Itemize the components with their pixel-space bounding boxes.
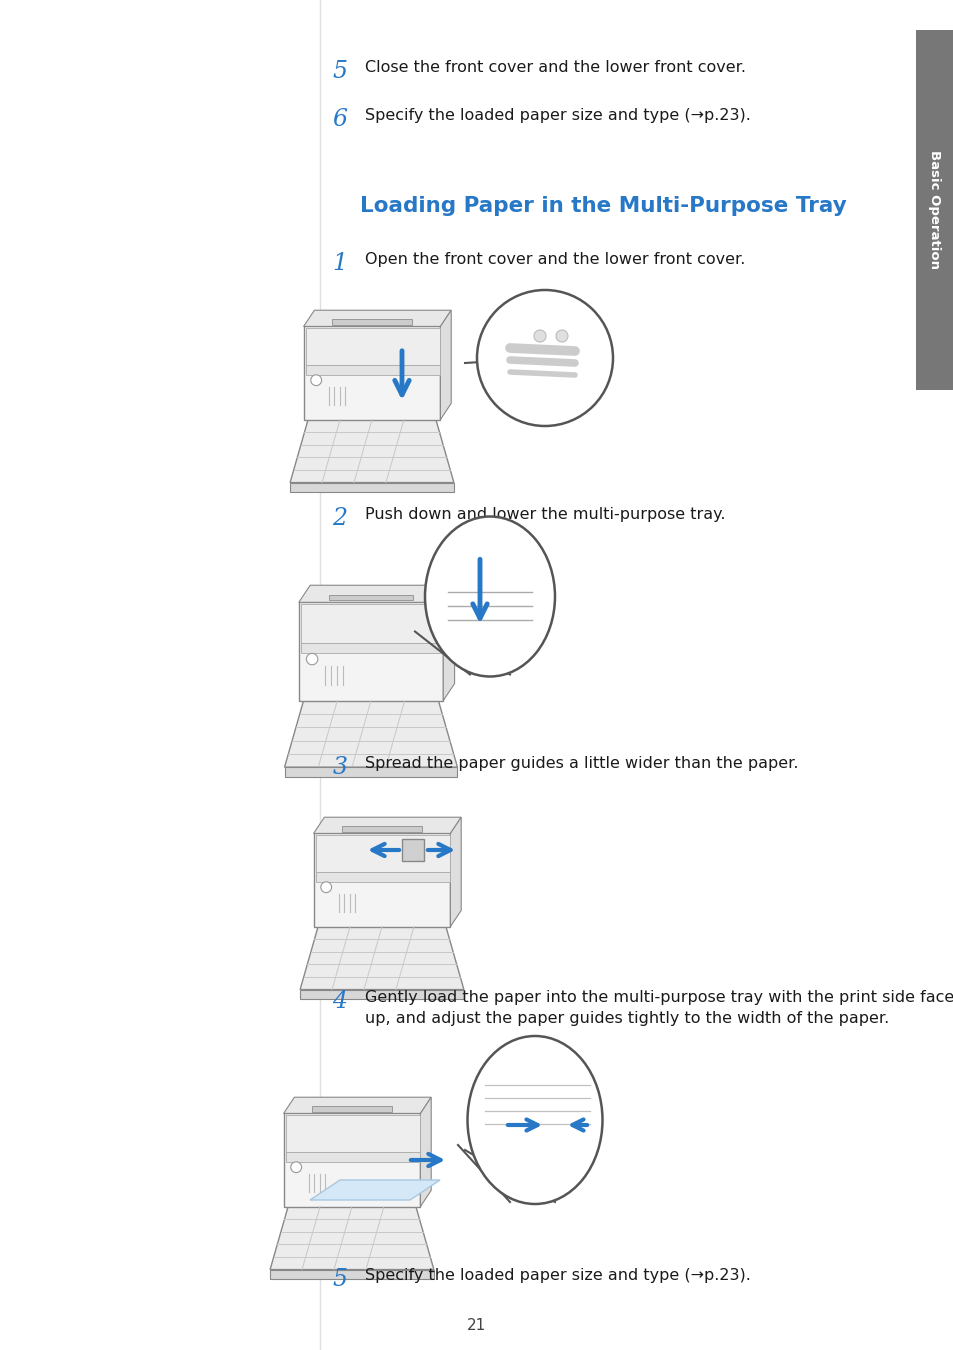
Bar (315, 872, 450, 882)
Text: 6: 6 (333, 108, 347, 131)
Circle shape (306, 653, 317, 664)
Text: Loading Paper in the Multi-Purpose Tray: Loading Paper in the Multi-Purpose Tray (359, 196, 846, 216)
Text: 4: 4 (333, 990, 347, 1012)
Polygon shape (303, 310, 451, 327)
Polygon shape (290, 482, 454, 491)
Text: Specify the loaded paper size and type (→p.23).: Specify the loaded paper size and type (… (365, 1268, 750, 1282)
Polygon shape (284, 767, 457, 776)
Text: Spread the paper guides a little wider than the paper.: Spread the paper guides a little wider t… (365, 756, 798, 771)
Bar (300, 643, 443, 653)
Circle shape (320, 882, 332, 892)
Polygon shape (270, 1269, 434, 1278)
Circle shape (534, 329, 545, 342)
Text: Basic Operation: Basic Operation (927, 150, 941, 270)
Polygon shape (450, 817, 460, 926)
Polygon shape (443, 586, 455, 701)
Text: Close the front cover and the lower front cover.: Close the front cover and the lower fron… (365, 59, 745, 76)
Polygon shape (314, 817, 460, 833)
Ellipse shape (424, 517, 555, 676)
Bar (305, 328, 440, 365)
Text: 21: 21 (467, 1318, 486, 1332)
Polygon shape (284, 701, 457, 767)
Bar (312, 1106, 391, 1111)
Bar (401, 838, 423, 861)
Text: Specify the loaded paper size and type (→p.23).: Specify the loaded paper size and type (… (365, 108, 750, 123)
Circle shape (556, 329, 567, 342)
Polygon shape (314, 833, 450, 926)
Polygon shape (283, 1098, 431, 1114)
Polygon shape (420, 1098, 431, 1207)
Text: 5: 5 (333, 59, 347, 82)
Polygon shape (298, 602, 443, 701)
Text: 3: 3 (333, 756, 347, 779)
Bar (315, 836, 450, 872)
Text: Open the front cover and the lower front cover.: Open the front cover and the lower front… (365, 252, 744, 267)
Bar (285, 1115, 420, 1152)
Bar (915, 30, 953, 390)
Polygon shape (440, 310, 451, 420)
Polygon shape (310, 1180, 439, 1200)
Polygon shape (283, 1114, 420, 1207)
Circle shape (476, 290, 613, 427)
Text: Gently load the paper into the multi-purpose tray with the print side face
up, a: Gently load the paper into the multi-pur… (365, 990, 953, 1026)
Bar (332, 319, 411, 324)
Circle shape (291, 1162, 301, 1173)
Circle shape (311, 375, 321, 386)
Polygon shape (290, 420, 454, 482)
Bar (305, 364, 440, 375)
Polygon shape (270, 1207, 434, 1269)
Polygon shape (300, 926, 463, 990)
Text: 2: 2 (333, 508, 347, 531)
Text: 1: 1 (333, 252, 347, 275)
Bar (342, 826, 421, 832)
Ellipse shape (467, 1035, 602, 1204)
Bar (300, 605, 443, 643)
Text: 5: 5 (333, 1268, 347, 1291)
Polygon shape (298, 586, 455, 602)
Polygon shape (303, 327, 440, 420)
Bar (329, 595, 413, 601)
Polygon shape (300, 990, 463, 999)
Text: Push down and lower the multi-purpose tray.: Push down and lower the multi-purpose tr… (365, 508, 724, 522)
Bar (285, 1152, 420, 1162)
